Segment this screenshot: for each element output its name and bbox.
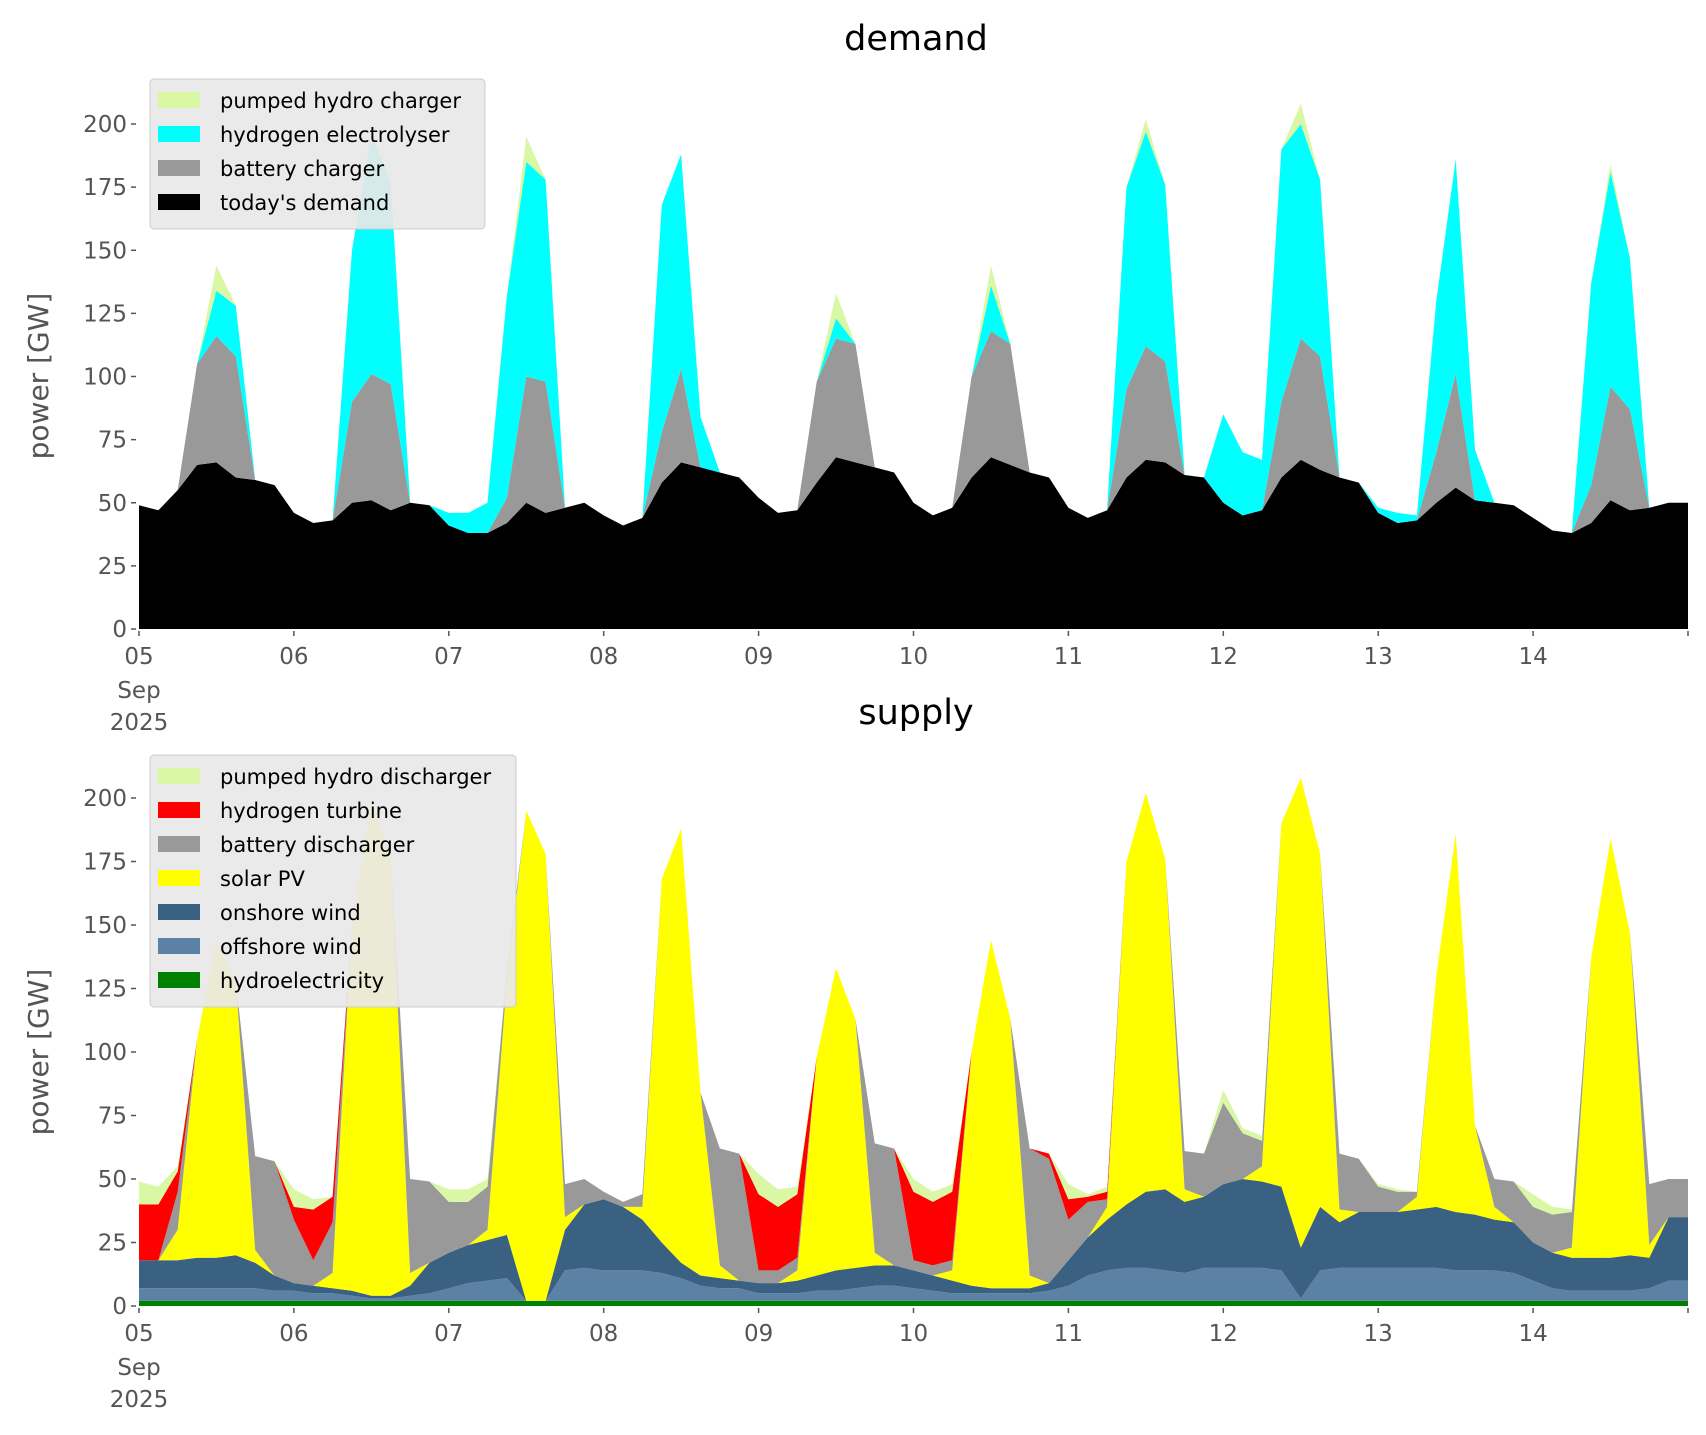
x-tick-label: 13 — [1364, 644, 1393, 670]
legend-swatch — [158, 194, 200, 210]
x-tick-label: 07 — [434, 1321, 463, 1347]
x-tick-label: 06 — [279, 644, 308, 670]
x-tick-label: 13 — [1364, 1321, 1393, 1347]
x-tick-label: 05 — [124, 1321, 153, 1347]
legend-label: pumped hydro charger — [220, 89, 461, 113]
y-tick-label: 100 — [83, 365, 127, 391]
y-tick-label: 0 — [112, 1294, 127, 1320]
legend-swatch — [158, 160, 200, 176]
area-offshore-wind — [139, 1267, 1688, 1301]
legend-label: hydroelectricity — [220, 969, 384, 993]
area-hydrogen-electrolyser — [139, 124, 1688, 533]
legend-swatch — [158, 972, 200, 988]
legend-label: battery discharger — [220, 833, 415, 857]
axis-ticks: 0 25 50 75 100 125 150 175 200 05 06 07 08 09 10 11 12 13… — [83, 786, 1689, 1413]
y-tick-label: 125 — [83, 301, 127, 327]
x-tick-label: 08 — [589, 644, 618, 670]
x-tick-label: 10 — [899, 1321, 928, 1347]
y-tick-label: 125 — [83, 977, 127, 1003]
legend-label: hydrogen turbine — [220, 799, 402, 823]
y-tick-label: 25 — [98, 554, 127, 580]
legend-box — [149, 78, 486, 230]
y-tick-label: 150 — [83, 913, 127, 939]
legend-label: solar PV — [220, 867, 305, 891]
area-series-group — [139, 777, 1688, 1306]
y-axis-label: power [GW] — [22, 969, 55, 1136]
legend-label: onshore wind — [220, 901, 361, 925]
x-tick-label: 14 — [1518, 644, 1547, 670]
legend-label: offshore wind — [220, 935, 362, 959]
legend-swatch — [158, 870, 200, 886]
supply-chart: supply power [GW] 0 25 50 75 100 125 150 175 200… — [22, 693, 1689, 1413]
x-tick-label: 09 — [744, 1321, 773, 1347]
x-tick-label: 05 — [124, 644, 153, 670]
legend: pumped hydro discharger hydrogen turbine b… — [149, 754, 517, 1008]
legend-label: pumped hydro discharger — [220, 765, 491, 789]
x-tick-label: 09 — [744, 644, 773, 670]
y-axis-label: power [GW] — [22, 293, 55, 460]
legend-swatch — [158, 904, 200, 920]
x-tick-label: 12 — [1209, 644, 1238, 670]
y-tick-label: 100 — [83, 1040, 127, 1066]
area-solar-pv — [139, 777, 1688, 1301]
x-tick-sublabel: Sep — [117, 678, 160, 704]
legend-swatch — [158, 802, 200, 818]
chart-title: demand — [844, 19, 988, 59]
area-series-group — [139, 103, 1688, 629]
y-tick-label: 75 — [98, 428, 127, 454]
x-tick-label: 14 — [1518, 1321, 1547, 1347]
legend: pumped hydro charger hydrogen electrolyse… — [149, 78, 486, 230]
area-onshore-wind — [139, 1179, 1688, 1301]
y-tick-label: 175 — [83, 175, 127, 201]
x-tick-label: 11 — [1054, 644, 1083, 670]
x-tick-label: 10 — [899, 644, 928, 670]
y-tick-label: 75 — [98, 1104, 127, 1130]
x-tick-label: 07 — [434, 644, 463, 670]
area-today-s-demand — [139, 457, 1688, 629]
legend-label: today's demand — [220, 191, 389, 215]
x-tick-sublabel: 2025 — [110, 710, 169, 736]
demand-chart: demand power [GW] 0 25 50 75 100 125 150 175 200… — [22, 19, 1689, 736]
y-tick-label: 50 — [98, 491, 127, 517]
y-tick-label: 0 — [112, 617, 127, 643]
x-tick-label: 11 — [1054, 1321, 1083, 1347]
legend-swatch — [158, 836, 200, 852]
y-tick-label: 200 — [83, 786, 127, 812]
legend-label: hydrogen electrolyser — [220, 123, 450, 147]
x-tick-sublabel: 2025 — [110, 1387, 169, 1413]
legend-swatch — [158, 92, 200, 108]
chart-title: supply — [858, 693, 973, 733]
axis-ticks: 0 25 50 75 100 125 150 175 200 05 06 07 08 09 10 11 12 13… — [83, 112, 1689, 736]
legend-box — [149, 754, 517, 1008]
y-tick-label: 200 — [83, 112, 127, 138]
legend-label: battery charger — [220, 157, 385, 181]
y-tick-label: 150 — [83, 238, 127, 264]
legend-swatch — [158, 938, 200, 954]
x-tick-label: 08 — [589, 1321, 618, 1347]
area-battery-charger — [139, 331, 1688, 533]
x-tick-label: 06 — [279, 1321, 308, 1347]
area-battery-discharger — [139, 777, 1688, 1286]
y-tick-label: 175 — [83, 850, 127, 876]
area-hydroelectricity — [139, 1300, 1688, 1306]
y-tick-label: 50 — [98, 1167, 127, 1193]
x-tick-label: 12 — [1209, 1321, 1238, 1347]
x-tick-sublabel: Sep — [117, 1355, 160, 1381]
y-tick-label: 25 — [98, 1231, 127, 1257]
legend-swatch — [158, 126, 200, 142]
legend-swatch — [158, 768, 200, 784]
